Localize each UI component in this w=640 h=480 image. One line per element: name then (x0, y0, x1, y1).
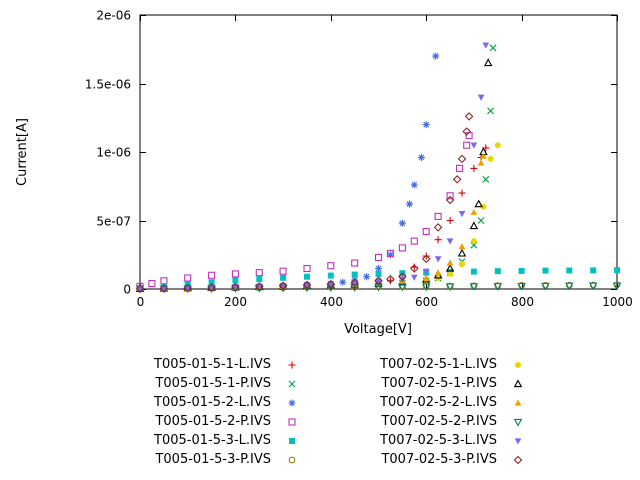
circle-filled-marker-icon (515, 361, 521, 368)
x-tick-label: 200 (224, 295, 247, 309)
legend-item: T005-01-5-3-L.IVS (109, 431, 305, 450)
plus-marker-icon (288, 361, 296, 368)
plot-axes: 0 200 400 600 800 1000 0 5e-07 1e-06 1.5e-06 2e-06 (85, 9, 633, 310)
legend-label: T007-02-5-3-P.IVS (381, 452, 497, 467)
legend-item: T007-02-5-1-L.IVS (335, 355, 531, 374)
y-axis-label: Current[A] (15, 118, 30, 186)
legend-item: T005-01-5-2-L.IVS (109, 393, 305, 412)
legend-label: T005-01-5-1-P.IVS (155, 376, 271, 391)
legend-column: T007-02-5-1-L.IVS T007-02-5-1-P.IVS T007-0… (335, 355, 531, 469)
x-tick-label: 400 (320, 295, 343, 309)
legend-column: T005-01-5-1-L.IVS T005-01-5-1-P.IVS T005-0… (109, 355, 305, 469)
legend-label: T005-01-5-2-P.IVS (155, 414, 271, 429)
plot-border (139, 14, 618, 290)
diamond-open-marker-icon (513, 455, 523, 464)
series-T007-02-5-3-P.IVS (135, 112, 474, 293)
x-axis-label: Voltage[V] (344, 322, 412, 337)
legend-label: T005-01-5-2-L.IVS (154, 395, 271, 410)
y-tick-label: 5e-07 (96, 215, 131, 229)
iv-curve-plot: 0 200 400 600 800 1000 0 5e-07 1e-06 1.5e-06 2e-06… (15, 9, 633, 338)
legend-item: T007-02-5-3-L.IVS (335, 431, 531, 450)
legend-label: T005-01-5-3-L.IVS (154, 433, 271, 448)
legend-item: T007-02-5-2-L.IVS (335, 393, 531, 412)
y-tick-label: 1.5e-06 (85, 78, 131, 92)
series-T007-02-5-3-L.IVS (136, 42, 490, 293)
legend-item: T005-01-5-3-P.IVS (109, 450, 305, 469)
y-tick-label: 2e-06 (96, 9, 131, 23)
legend-label: T005-01-5-3-P.IVS (155, 452, 271, 467)
legend-item: T005-01-5-1-L.IVS (109, 355, 305, 374)
legend-label: T007-02-5-1-P.IVS (381, 376, 497, 391)
square-open-marker-icon (288, 417, 296, 426)
legend-label: T007-02-5-2-P.IVS (381, 414, 497, 429)
x-tick-label: 1000 (602, 295, 633, 309)
series-T005-01-5-1-P.IVS (136, 44, 497, 293)
legend-label: T007-02-5-2-L.IVS (380, 395, 497, 410)
cross-marker-icon (288, 380, 296, 387)
y-tick-label: 0 (123, 283, 131, 297)
legend-item: T007-02-5-3-P.IVS (335, 450, 531, 469)
square-filled-marker-icon (289, 437, 295, 444)
triangle-down-filled-marker-icon (514, 437, 522, 444)
triangle-up-open-marker-icon (513, 378, 523, 387)
legend-label: T007-02-5-3-L.IVS (380, 433, 497, 448)
x-tick-label: 800 (511, 295, 534, 309)
series-T007-02-5-2-L.IVS (136, 152, 487, 292)
legend-item: T007-02-5-1-P.IVS (335, 374, 531, 393)
y-tick-label: 1e-06 (96, 146, 131, 160)
legend-item: T005-01-5-2-P.IVS (109, 412, 305, 431)
triangle-up-filled-marker-icon (514, 399, 522, 406)
legend: T005-01-5-1-L.IVS T005-01-5-1-P.IVS T005-0… (0, 355, 640, 469)
series-T007-02-5-1-L.IVS (137, 142, 501, 292)
legend-item: T007-02-5-2-P.IVS (335, 412, 531, 431)
legend-item: T005-01-5-1-P.IVS (109, 374, 305, 393)
triangle-down-open-marker-icon (513, 418, 523, 427)
plot-points (135, 42, 622, 294)
series-T005-01-5-1-L.IVS (136, 144, 490, 293)
series-T005-01-5-2-P.IVS (136, 132, 473, 290)
circle-open-marker-icon (288, 456, 296, 463)
legend-label: T005-01-5-1-L.IVS (154, 357, 271, 372)
asterisk-marker-icon (288, 399, 296, 406)
legend-label: T007-02-5-1-L.IVS (380, 357, 497, 372)
x-tick-label: 600 (415, 295, 438, 309)
x-tick-label: 0 (137, 295, 145, 309)
